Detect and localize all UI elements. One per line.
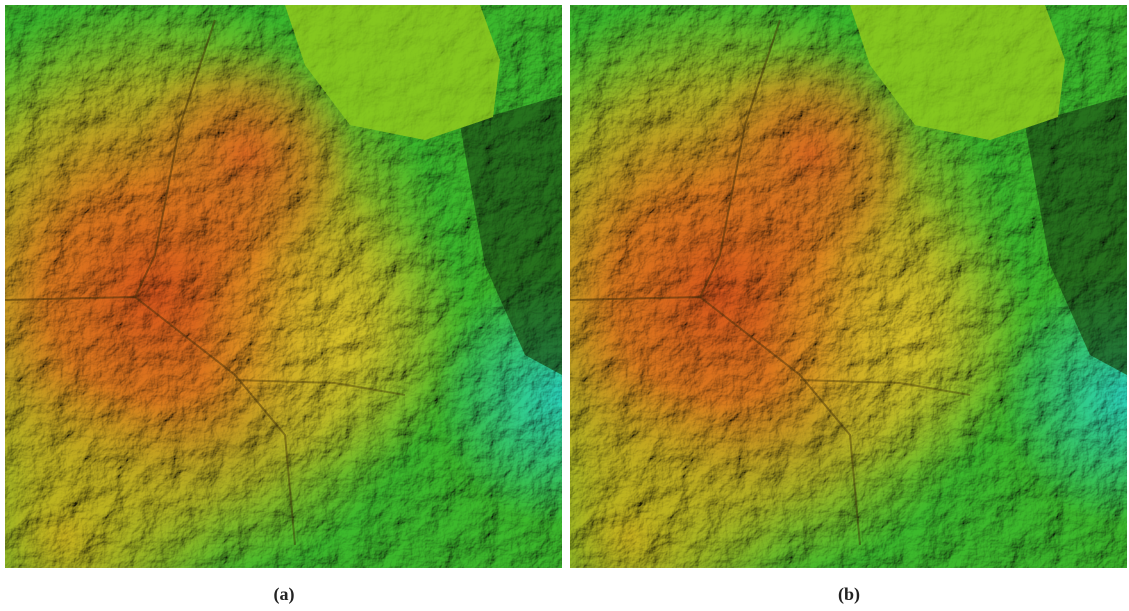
page: (a) (b) (() => { const data = JSON.parse… [0,0,1129,611]
panel-label: (a) [274,584,295,605]
terrain-image-b [570,5,1127,568]
terrain-image-a [5,5,562,568]
figure: (a) (b) [0,0,1129,611]
panel-label: (b) [838,584,860,605]
